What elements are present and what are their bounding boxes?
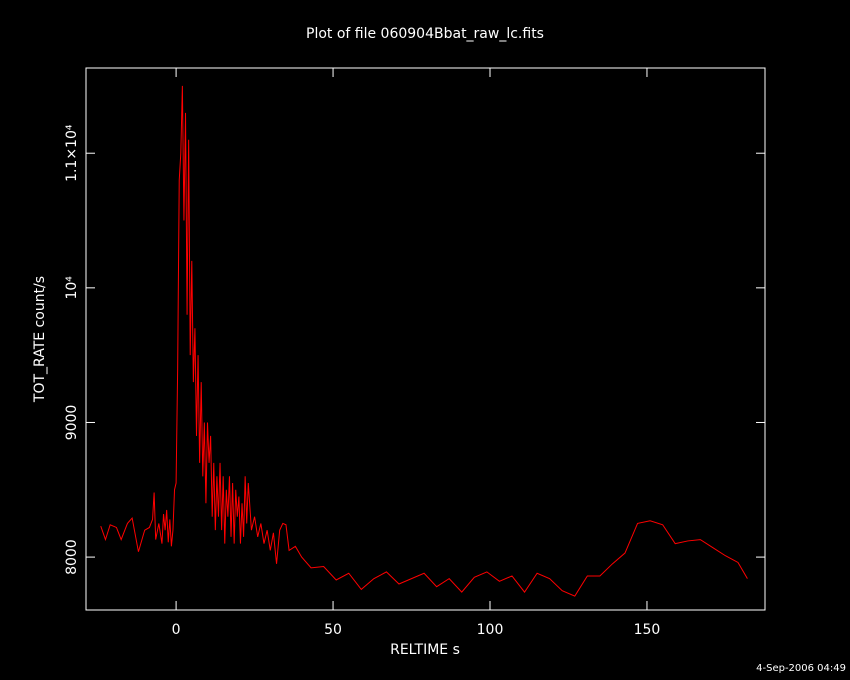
plot-frame bbox=[85, 67, 766, 611]
light-curve bbox=[100, 85, 748, 597]
x-tick-label: 50 bbox=[324, 622, 342, 638]
chart-title: Plot of file 060904Bbat_raw_lc.fits bbox=[306, 26, 544, 42]
y-tick-label: 9000 bbox=[64, 405, 80, 441]
y-tick-label: 10⁴ bbox=[64, 276, 80, 300]
y-axis-label: TOT_RATE count/s bbox=[32, 276, 48, 403]
x-tick-label: 150 bbox=[634, 622, 661, 638]
y-tick-label: 8000 bbox=[64, 539, 80, 575]
x-tick-label: 0 bbox=[172, 622, 181, 638]
x-axis-label: RELTIME s bbox=[390, 642, 460, 658]
y-tick-label: 1.1×10⁴ bbox=[64, 124, 80, 182]
x-tick-label: 100 bbox=[477, 622, 504, 638]
footer-timestamp: 4-Sep-2006 04:49 bbox=[756, 663, 846, 674]
